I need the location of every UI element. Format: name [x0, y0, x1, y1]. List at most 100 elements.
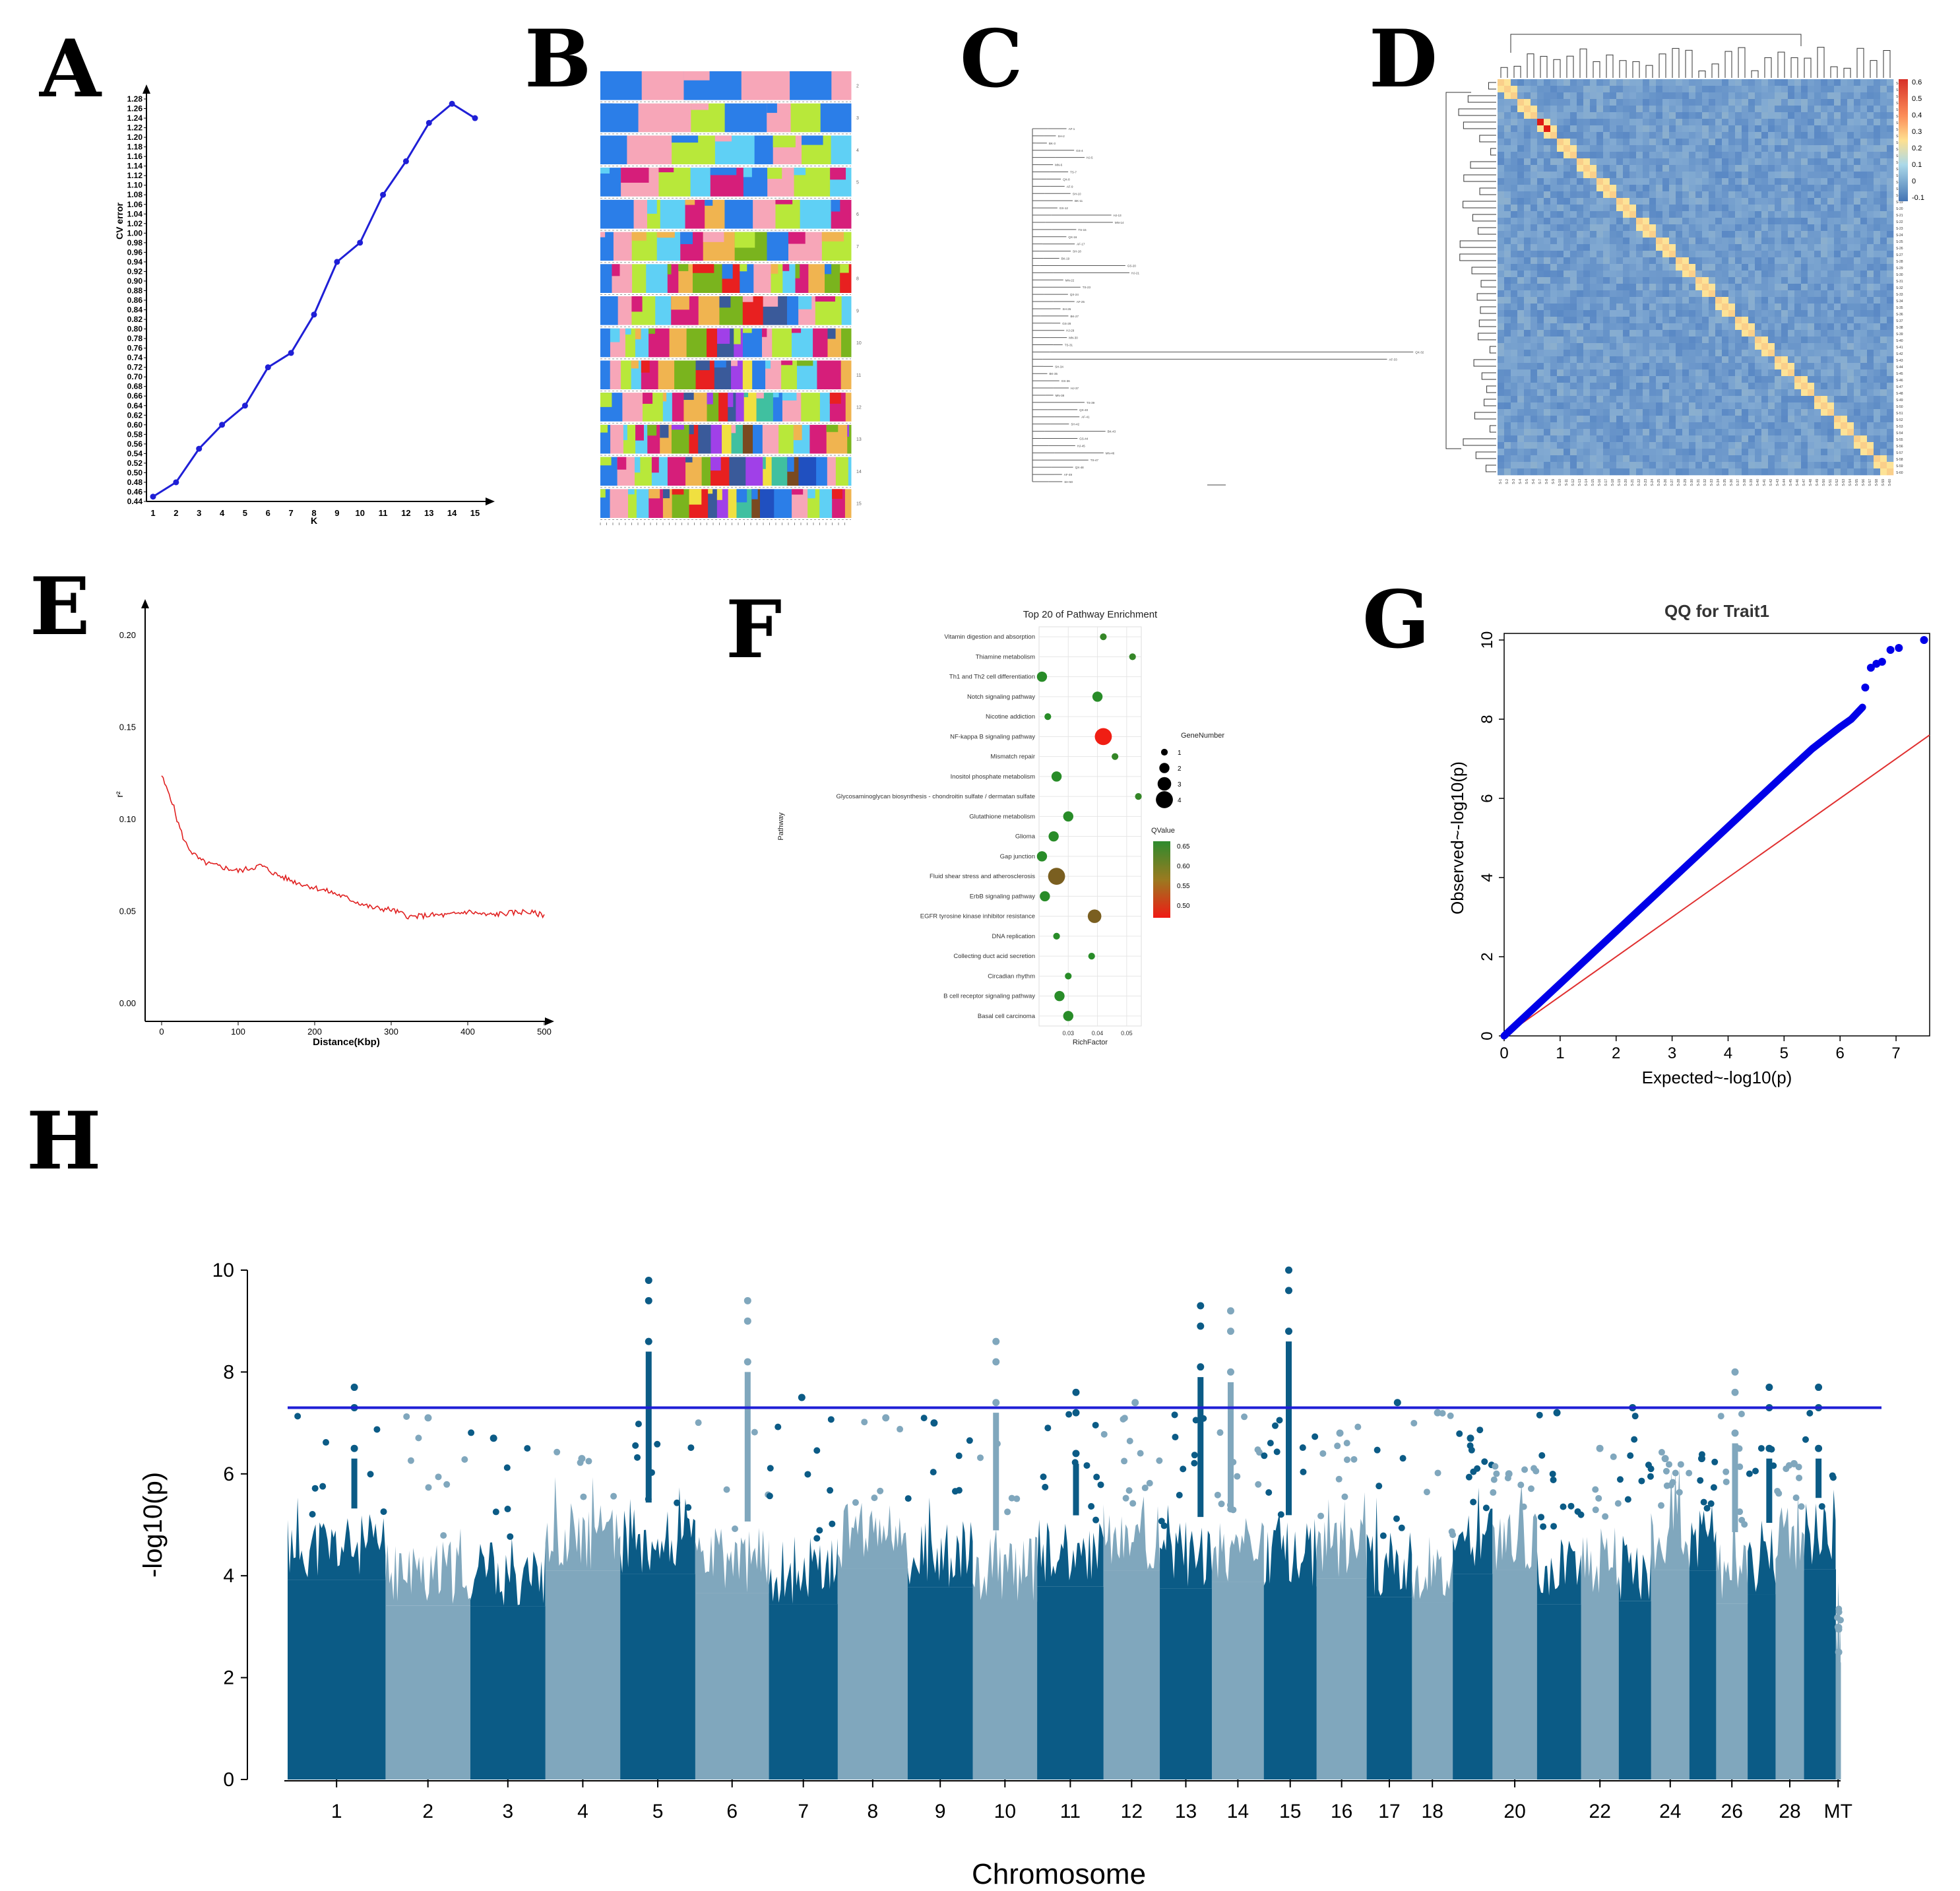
- b-k-label: 14: [856, 470, 862, 474]
- c-leaf-label: TS-23: [1083, 286, 1091, 289]
- d-row-label: S-51: [1896, 412, 1903, 416]
- g-top-point: [1872, 660, 1881, 668]
- c-leaf-label: QX-40: [1079, 408, 1089, 412]
- f-size-legend-dot: [1159, 763, 1170, 773]
- f-bubble: [1112, 753, 1119, 760]
- c-leaf-label: SH-34: [1055, 365, 1063, 368]
- f-pathway-label: Glioma: [1015, 833, 1036, 841]
- panel-label-g: G: [1362, 573, 1430, 666]
- d-col-label: S-23: [1644, 479, 1648, 486]
- a-xtick-label: 1: [150, 508, 155, 518]
- g-xtick-label: 7: [1891, 1044, 1900, 1062]
- h-xtick-label: 26: [1721, 1801, 1743, 1822]
- f-pathway-label: ErbB signaling pathway: [970, 893, 1036, 900]
- d-col-label: S-38: [1743, 479, 1747, 486]
- d-col-label: S-29: [1684, 479, 1688, 486]
- b-structure-row: [600, 168, 852, 200]
- h-xtick-label: 6: [726, 1801, 738, 1822]
- c-leaf-label: GS-28: [1062, 322, 1071, 325]
- d-col-label: S-54: [1849, 479, 1852, 486]
- f-bubble: [1087, 909, 1102, 923]
- a-xtick-label: 7: [289, 508, 294, 518]
- c-leaf-label: MN-6: [1055, 164, 1062, 167]
- h-chromosome-10: [972, 1337, 1038, 1779]
- a-ytick-label: 0.44: [127, 497, 143, 506]
- d-colorbar: [1899, 79, 1908, 201]
- d-col-label: S-7: [1538, 479, 1542, 484]
- d-col-label: S-16: [1598, 479, 1602, 486]
- b-structure-row: [600, 360, 852, 393]
- h-ytick-label: 4: [223, 1565, 234, 1587]
- f-color-legend-bar: [1153, 841, 1170, 918]
- b-k-label: 2: [856, 84, 859, 88]
- h-chromosome-8: [837, 1414, 908, 1779]
- h-xtick-label: 1: [331, 1801, 342, 1822]
- d-row-label: S-50: [1896, 405, 1903, 409]
- d-col-label: S-48: [1809, 479, 1813, 486]
- d-row-label: S-55: [1896, 438, 1903, 442]
- d-row-label: S-34: [1896, 300, 1903, 304]
- h-peak-point: [798, 1394, 806, 1401]
- h-chromosome-14: [1211, 1307, 1265, 1779]
- a-xtick-label: 13: [424, 508, 433, 518]
- h-peak-point: [1072, 1388, 1080, 1396]
- g-ylabel: Observed~-log10(p): [1447, 761, 1467, 914]
- f-bubble: [1094, 728, 1112, 746]
- d-col-label: S-10: [1558, 479, 1562, 486]
- h-xtick-label: 18: [1422, 1801, 1443, 1822]
- d-row-label: S-17: [1896, 187, 1903, 191]
- b-k-label: 9: [856, 309, 859, 313]
- c-leaf-label: TS-7: [1070, 171, 1077, 174]
- a-cv-point: [241, 402, 248, 409]
- f-bubble: [1054, 990, 1065, 1002]
- d-row-label: S-36: [1896, 313, 1903, 317]
- f-pathway-label: Vitamin digestion and absorption: [944, 633, 1035, 641]
- c-leaf-label: HJ-45: [1077, 444, 1086, 447]
- a-xtick-label: 4: [220, 508, 225, 518]
- g-xtick-label: 5: [1780, 1044, 1788, 1062]
- f-pathway-label: Gap junction: [1000, 853, 1035, 860]
- h-xtick-label: 16: [1331, 1801, 1352, 1822]
- f-pathway-label: Glutathione metabolism: [969, 813, 1035, 820]
- h-peak-point: [1661, 1455, 1669, 1463]
- e-ylabel: r²: [114, 791, 125, 798]
- h-chromosome-1: [288, 1384, 387, 1779]
- d-col-label: S-39: [1750, 479, 1754, 486]
- h-xtick-label: MT: [1824, 1801, 1852, 1822]
- f-bubble: [1036, 671, 1048, 682]
- h-peak-point: [1790, 1459, 1798, 1467]
- a-cv-point: [472, 115, 478, 121]
- f-pathway-label: Inositol phosphate metabolism: [951, 773, 1035, 781]
- a-ytick-label: 0.60: [127, 420, 143, 430]
- f-bubble: [1063, 811, 1073, 822]
- d-col-label: S-57: [1868, 479, 1872, 486]
- d-col-label: S-11: [1565, 479, 1569, 486]
- d-col-label: S-17: [1604, 479, 1608, 486]
- f-bubble: [1135, 793, 1142, 800]
- c-leaf-label: GS-4: [1076, 149, 1083, 152]
- a-xtick-label: 12: [401, 508, 410, 518]
- d-colorbar-label: 0: [1912, 177, 1916, 185]
- a-ytick-label: 1.16: [127, 152, 143, 161]
- g-top-point: [1920, 636, 1928, 644]
- f-bubble: [1063, 1011, 1073, 1021]
- d-row-label: S-15: [1896, 174, 1903, 178]
- a-xtick-label: 2: [174, 508, 178, 518]
- d-col-label: S-3: [1512, 479, 1516, 484]
- f-bubble: [1129, 653, 1136, 660]
- d-row-label: S-32: [1896, 286, 1903, 290]
- h-peak-point: [1765, 1384, 1773, 1392]
- d-row-label: S-40: [1896, 339, 1903, 343]
- a-cv-line: [152, 102, 476, 498]
- g-top-point: [1866, 664, 1875, 672]
- e-ytick-label: 0.15: [119, 722, 136, 732]
- h-xtick-label: 3: [502, 1801, 513, 1822]
- c-leaf-label: BK-43: [1108, 430, 1116, 433]
- a-xtick-label: 15: [470, 508, 480, 518]
- a-ytick-label: 0.82: [127, 315, 143, 324]
- d-row-label: S-10: [1896, 141, 1903, 145]
- d-row-label: S-13: [1896, 161, 1903, 165]
- f-pathway-label: Th1 and Th2 cell differentiation: [949, 674, 1035, 681]
- d-col-label: S-32: [1703, 479, 1707, 486]
- d-row-label: S-16: [1896, 181, 1903, 185]
